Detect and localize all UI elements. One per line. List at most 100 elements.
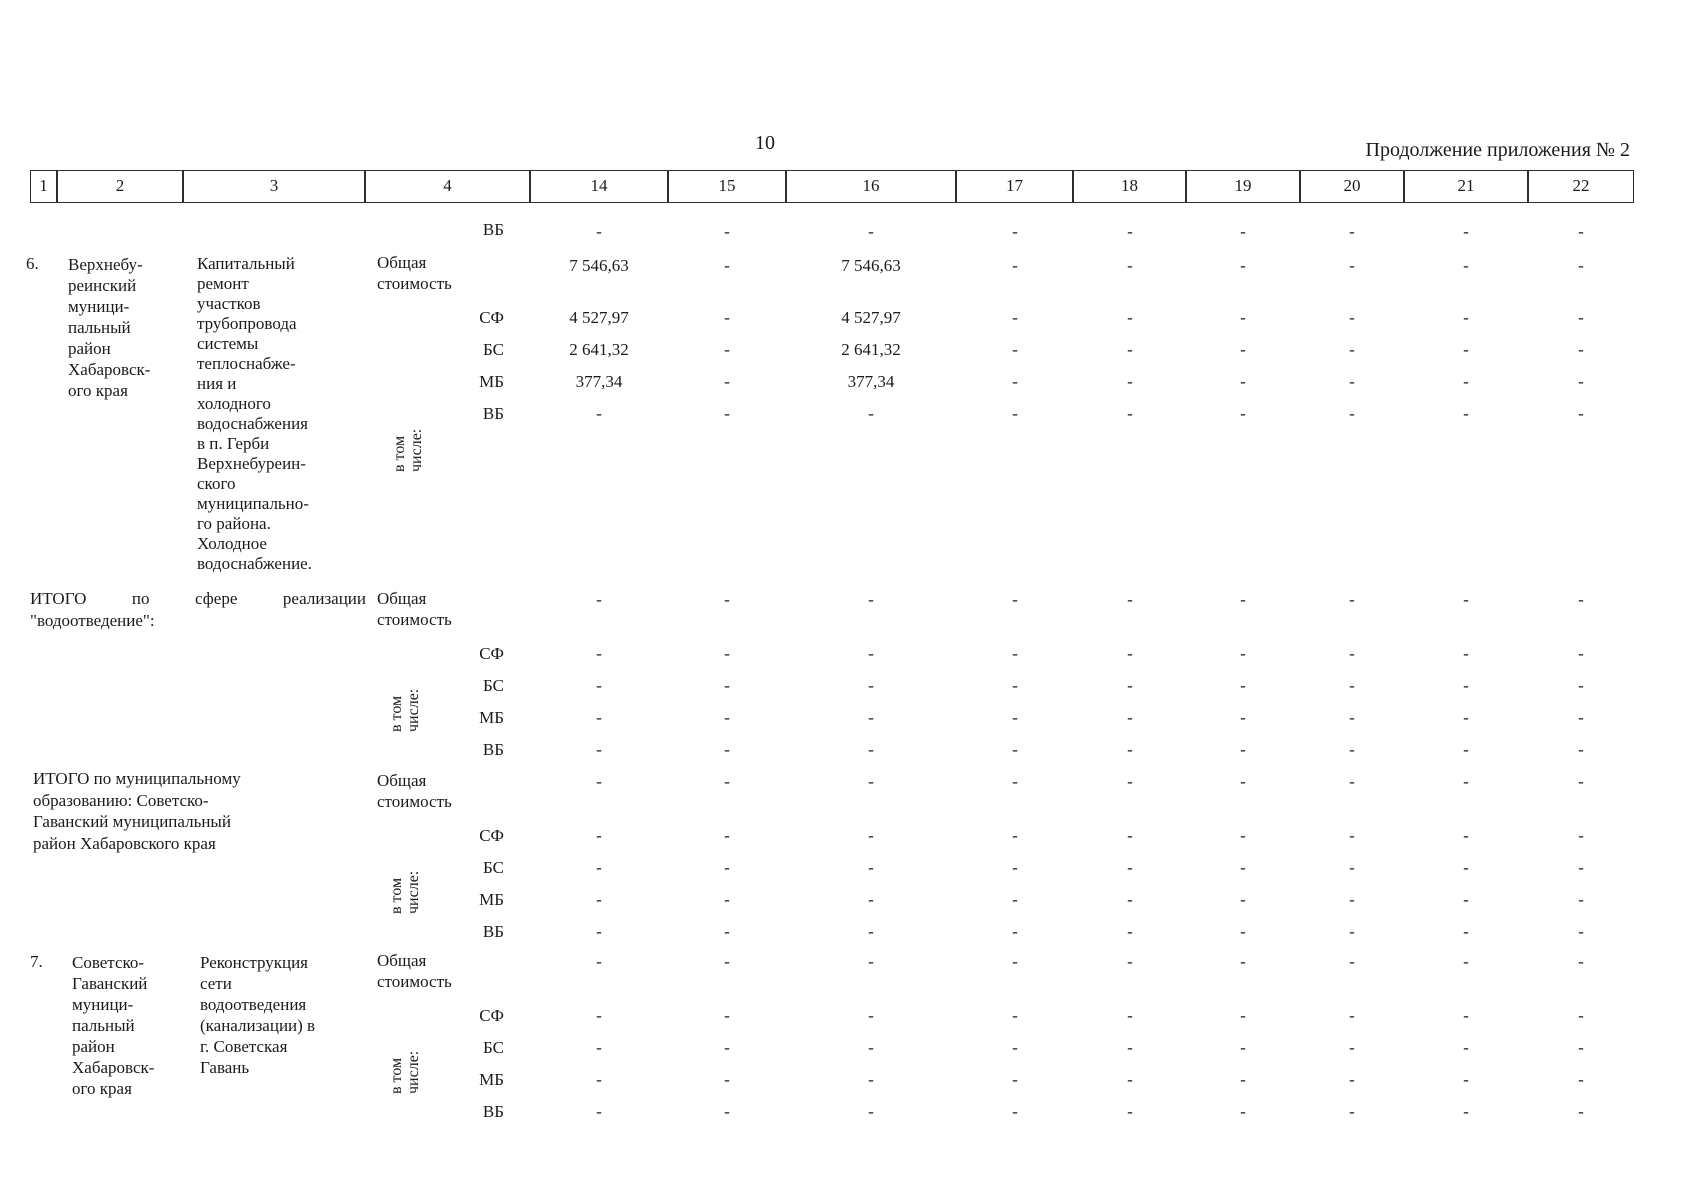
value-cell: -: [1578, 676, 1584, 695]
value-cell: -: [596, 922, 602, 941]
value-cell: -: [1240, 256, 1246, 275]
value-cell: -: [1240, 590, 1246, 609]
item7-row-bs: ---------: [0, 1038, 1701, 1058]
subtotal-municipal-label-sf: СФ: [479, 826, 504, 845]
item7-row-sf: ---------: [0, 1006, 1701, 1026]
value-cell: -: [596, 644, 602, 663]
value-cell: -: [1127, 340, 1133, 359]
value-cell: -: [1012, 708, 1018, 727]
value-cell: -: [1349, 372, 1355, 391]
value-cell: -: [1012, 644, 1018, 663]
value-cell: -: [1349, 1038, 1355, 1057]
value-cell: -: [724, 256, 730, 275]
value-cell: 4 527,97: [841, 308, 901, 327]
value-cell: -: [1127, 256, 1133, 275]
value-cell: -: [868, 644, 874, 663]
value-cell: -: [596, 772, 602, 791]
value-cell: -: [596, 826, 602, 845]
value-cell: -: [1349, 1070, 1355, 1089]
value-cell: -: [1012, 740, 1018, 759]
column-header-3: 3: [183, 170, 365, 203]
item7-project-cell: Реконструкция сети водоотведения (канали…: [200, 953, 316, 1077]
subtotal-sphere-row-vb: ---------: [0, 740, 1701, 760]
value-cell: -: [1012, 890, 1018, 909]
value-cell: -: [724, 826, 730, 845]
value-cell: -: [596, 222, 602, 241]
value-cell: -: [724, 676, 730, 695]
subtotal-sphere-total-cost-label: Общая стоимость: [377, 589, 452, 629]
subtotal-municipal-row-total: ---------: [0, 772, 1701, 792]
value-cell: -: [1240, 644, 1246, 663]
value-cell: -: [1578, 1006, 1584, 1025]
subtotal-municipal-label-mb: МБ: [479, 890, 504, 909]
value-cell: -: [1463, 590, 1469, 609]
value-cell: -: [1012, 340, 1018, 359]
value-cell: -: [1127, 644, 1133, 663]
subtotal-sphere-row-bs: ---------: [0, 676, 1701, 696]
value-cell: -: [1349, 308, 1355, 327]
value-cell: -: [596, 1038, 602, 1057]
value-cell: -: [1240, 372, 1246, 391]
column-header-4: 4: [365, 170, 530, 203]
value-cell: -: [1578, 1070, 1584, 1089]
funding-source-label-vb: ВБ: [482, 220, 504, 239]
value-cell: -: [724, 372, 730, 391]
column-header-21: 21: [1404, 170, 1528, 203]
value-cell: -: [1240, 1006, 1246, 1025]
value-cell: -: [1349, 826, 1355, 845]
value-cell: -: [1127, 922, 1133, 941]
subtotal-municipal-title: ИТОГО по муниципальному образованию: Сов…: [33, 769, 241, 853]
value-cell: -: [1240, 222, 1246, 241]
value-cell: -: [1463, 404, 1469, 423]
value-cell: -: [1349, 952, 1355, 971]
value-cell: -: [1463, 858, 1469, 877]
value-cell: -: [1012, 922, 1018, 941]
value-cell: -: [1240, 740, 1246, 759]
value-cell: -: [868, 772, 874, 791]
value-cell: -: [724, 590, 730, 609]
value-cell: -: [868, 922, 874, 941]
value-cell: -: [1127, 826, 1133, 845]
value-cell: -: [1012, 308, 1018, 327]
value-cell: 377,34: [847, 372, 895, 391]
value-cell: -: [1578, 826, 1584, 845]
item7-number: 7.: [30, 952, 43, 971]
value-cell: -: [1463, 372, 1469, 391]
value-cell: -: [1463, 708, 1469, 727]
value-cell: -: [1578, 404, 1584, 423]
value-cell: -: [596, 952, 602, 971]
value-cell: -: [1240, 676, 1246, 695]
value-cell: -: [1578, 372, 1584, 391]
value-cell: -: [1578, 952, 1584, 971]
value-cell: -: [1127, 372, 1133, 391]
value-cell: -: [868, 952, 874, 971]
subtotal-municipal-row-mb: ---------: [0, 890, 1701, 910]
value-row-carryover-vb: ---------: [0, 222, 1701, 242]
value-cell: -: [1012, 1038, 1018, 1057]
value-cell: -: [1127, 1038, 1133, 1057]
value-cell: -: [1578, 222, 1584, 241]
value-cell: -: [724, 890, 730, 909]
item7-label-sf: СФ: [479, 1006, 504, 1025]
item6-row-mb: 377,34 - 377,34 - - - - - -: [0, 372, 1701, 392]
value-cell: -: [1578, 1102, 1584, 1121]
value-cell: -: [1463, 826, 1469, 845]
value-cell: -: [724, 922, 730, 941]
value-cell: -: [724, 644, 730, 663]
value-cell: -: [1349, 1006, 1355, 1025]
value-cell: -: [1012, 1006, 1018, 1025]
value-cell: -: [1012, 1070, 1018, 1089]
column-header-1: 1: [30, 170, 57, 203]
value-cell: -: [1012, 858, 1018, 877]
value-cell: -: [1127, 1102, 1133, 1121]
value-cell: -: [724, 708, 730, 727]
value-cell: -: [1578, 340, 1584, 359]
value-cell: -: [1127, 222, 1133, 241]
value-cell: 377,34: [575, 372, 623, 391]
value-cell: -: [1127, 676, 1133, 695]
value-cell: -: [868, 826, 874, 845]
value-cell: -: [868, 404, 874, 423]
value-cell: -: [1012, 676, 1018, 695]
value-cell: -: [1127, 1006, 1133, 1025]
value-cell: -: [1240, 772, 1246, 791]
